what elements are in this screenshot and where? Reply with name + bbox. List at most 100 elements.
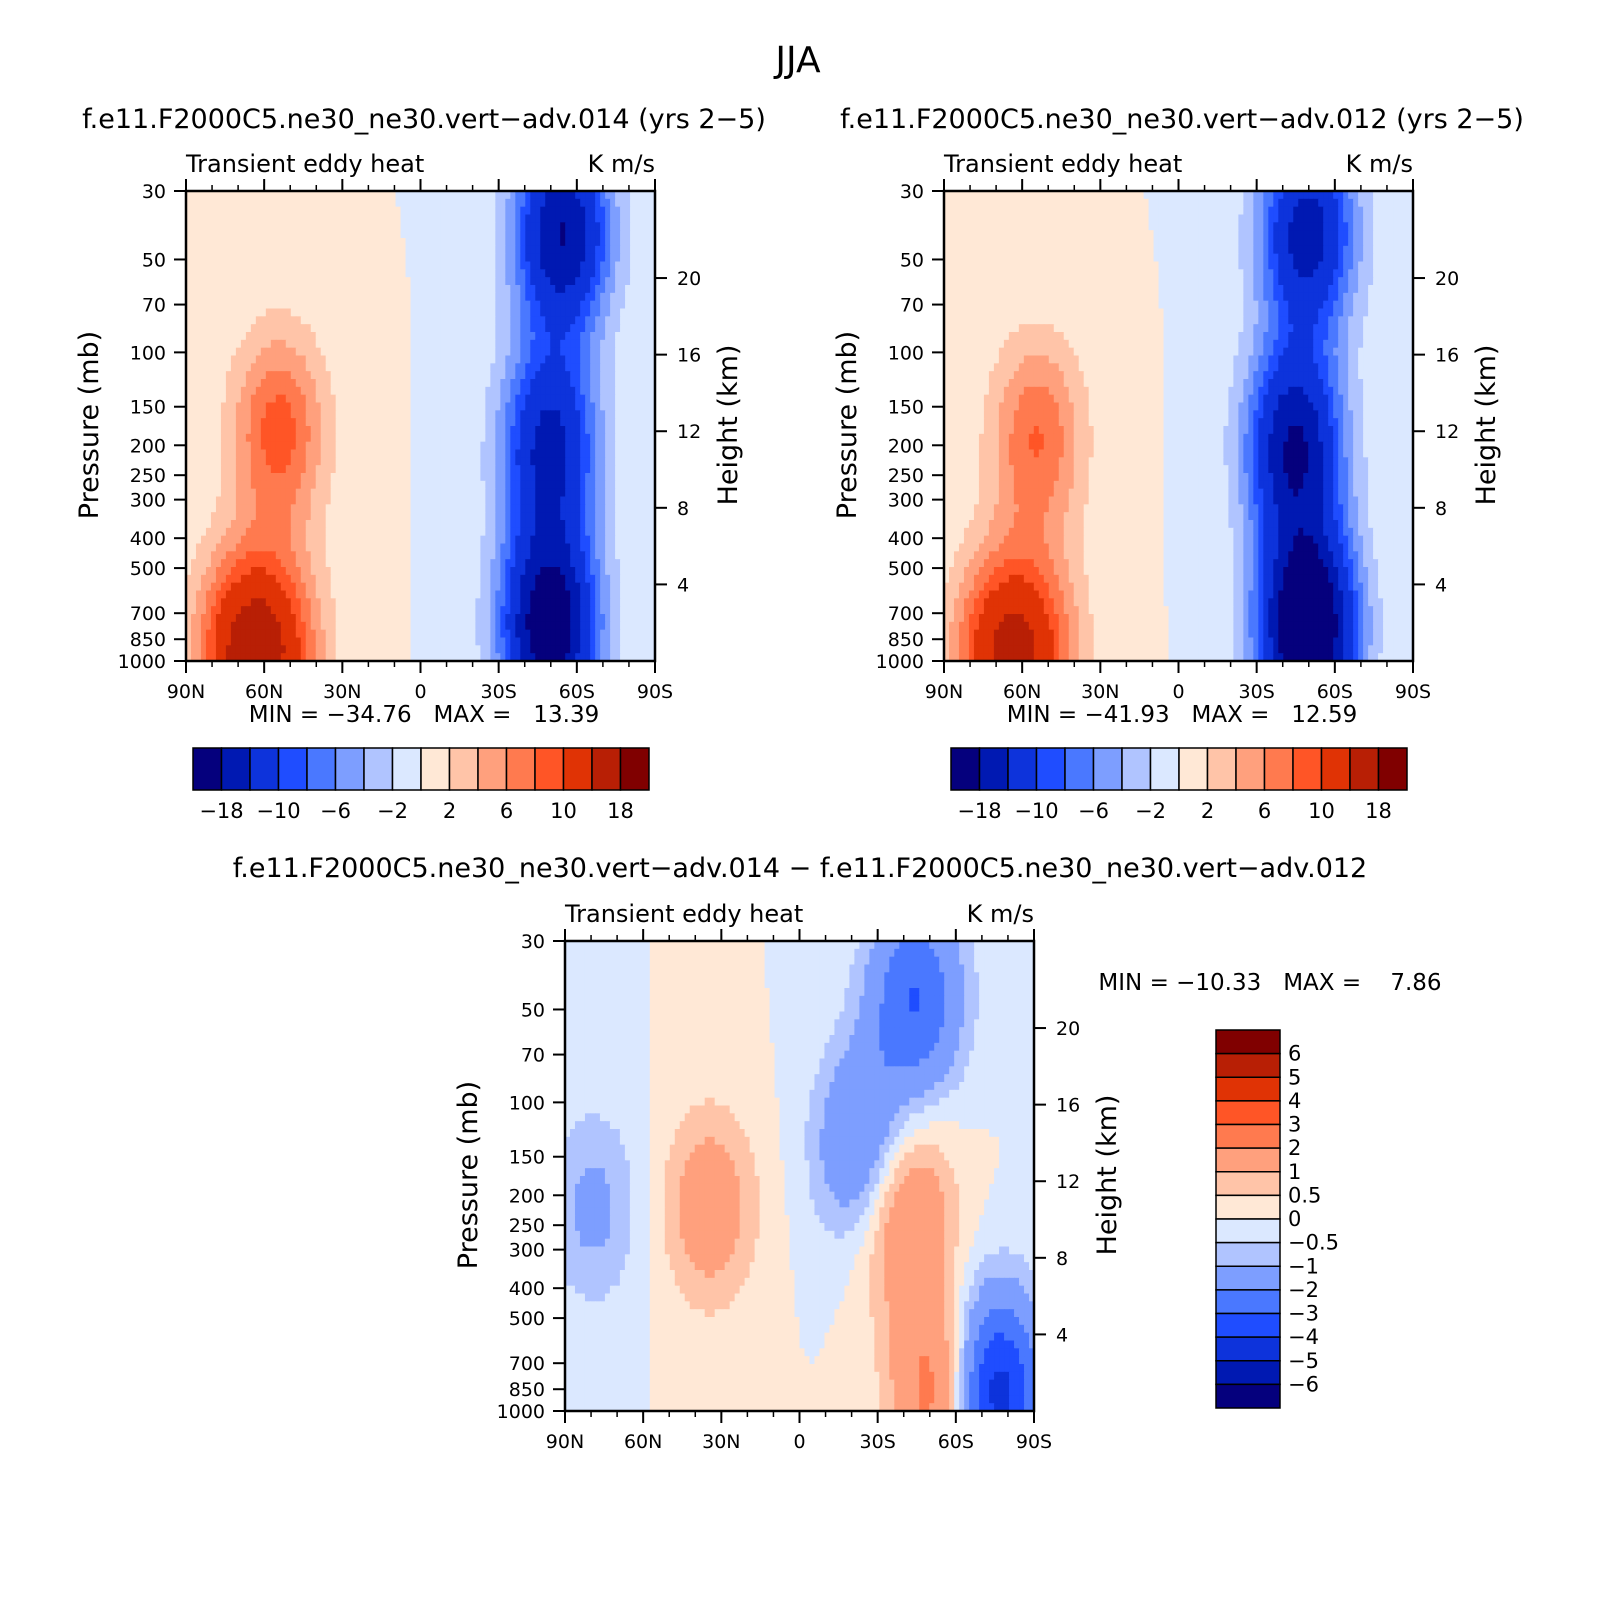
contour-cell	[565, 269, 571, 278]
contour-cell	[480, 308, 486, 317]
contour-cell	[235, 386, 242, 396]
contour-cell	[340, 198, 347, 208]
contour-cell	[280, 559, 287, 568]
contour-cell	[620, 402, 626, 411]
contour-cell	[275, 261, 282, 270]
contour-cell	[405, 269, 412, 278]
contour-cell	[535, 527, 541, 537]
contour-cell	[265, 598, 272, 607]
contour-cell	[270, 527, 277, 537]
contour-cell	[510, 222, 516, 231]
contour-cell	[255, 598, 262, 607]
contour-cell	[375, 480, 382, 490]
contour-cell	[565, 394, 571, 404]
contour-cell	[325, 371, 332, 380]
contour-cell	[420, 277, 427, 286]
contour-cell	[520, 582, 526, 592]
contour-cell	[555, 488, 561, 498]
contour-cell	[370, 308, 377, 317]
contour-cell	[340, 191, 347, 200]
contour-cell	[415, 245, 422, 255]
contour-cell	[615, 496, 621, 505]
contour-cell	[360, 355, 367, 364]
contour-cell	[260, 394, 267, 404]
contour-cell	[490, 449, 496, 458]
contour-cell	[365, 457, 372, 466]
contour-cell	[545, 520, 551, 529]
contour-cell	[365, 426, 372, 435]
contour-cell	[575, 230, 581, 239]
contour-cell	[405, 324, 412, 333]
contour-cell	[310, 543, 317, 552]
contour-cell	[300, 520, 307, 529]
contour-cell	[265, 347, 272, 357]
contour-cell	[570, 551, 576, 560]
contour-cell	[465, 574, 471, 584]
contour-cell	[645, 567, 651, 576]
contour-cell	[190, 598, 197, 607]
contour-cell	[280, 324, 287, 333]
contour-cell	[305, 504, 312, 513]
contour-cell	[580, 426, 586, 435]
contour-cell	[575, 253, 581, 263]
contour-cell	[450, 191, 457, 200]
contour-cell	[240, 316, 247, 325]
contour-cell	[420, 214, 427, 223]
contour-cell	[395, 582, 402, 592]
contour-cell	[475, 433, 481, 443]
contour-cell	[220, 574, 227, 584]
contour-cell	[395, 410, 402, 419]
contour-cell	[220, 473, 227, 482]
contour-cell	[240, 504, 247, 513]
contour-cell	[325, 527, 332, 537]
contour-cell	[615, 300, 621, 310]
contour-cell	[415, 465, 422, 474]
contour-cell	[485, 394, 491, 404]
contour-cell	[625, 480, 631, 490]
contour-cell	[190, 394, 197, 404]
contour-cell	[635, 496, 641, 505]
contour-cell	[385, 277, 392, 286]
contour-cell	[375, 324, 382, 333]
contour-cell	[545, 426, 551, 435]
contour-cell	[255, 441, 262, 451]
contour-cell	[260, 324, 267, 333]
contour-cell	[530, 386, 536, 396]
contour-cell	[370, 598, 377, 607]
contour-cell	[595, 292, 601, 302]
contour-cell	[340, 480, 347, 490]
contour-cell	[645, 457, 651, 466]
contour-cell	[270, 261, 277, 270]
contour-cell	[515, 214, 521, 223]
contour-cell	[540, 488, 546, 498]
contour-cell	[380, 473, 387, 482]
contour-cell	[640, 324, 646, 333]
contour-cell	[260, 316, 267, 325]
contour-cell	[515, 332, 521, 341]
contour-cell	[475, 339, 481, 349]
contour-cell	[610, 512, 616, 521]
contour-cell	[385, 245, 392, 255]
contour-cell	[485, 426, 491, 435]
contour-cell	[440, 504, 447, 513]
contour-cell	[310, 253, 317, 263]
contour-cell	[640, 230, 646, 239]
contour-cell	[300, 277, 307, 286]
contour-cell	[435, 433, 442, 443]
contour-cell	[605, 316, 611, 325]
contour-cell	[265, 574, 272, 584]
contour-cell	[530, 551, 536, 560]
contour-cell	[570, 253, 576, 263]
contour-cell	[425, 222, 432, 231]
contour-cell	[305, 363, 312, 372]
contour-cell	[585, 441, 591, 451]
contour-cell	[435, 324, 442, 333]
contour-cell	[445, 253, 452, 263]
contour-cell	[330, 206, 337, 216]
contour-cell	[340, 402, 347, 411]
contour-cell	[425, 379, 432, 388]
contour-cell	[425, 535, 432, 545]
contour-cell	[435, 496, 442, 505]
contour-cell	[465, 198, 471, 208]
contour-cell	[230, 332, 237, 341]
